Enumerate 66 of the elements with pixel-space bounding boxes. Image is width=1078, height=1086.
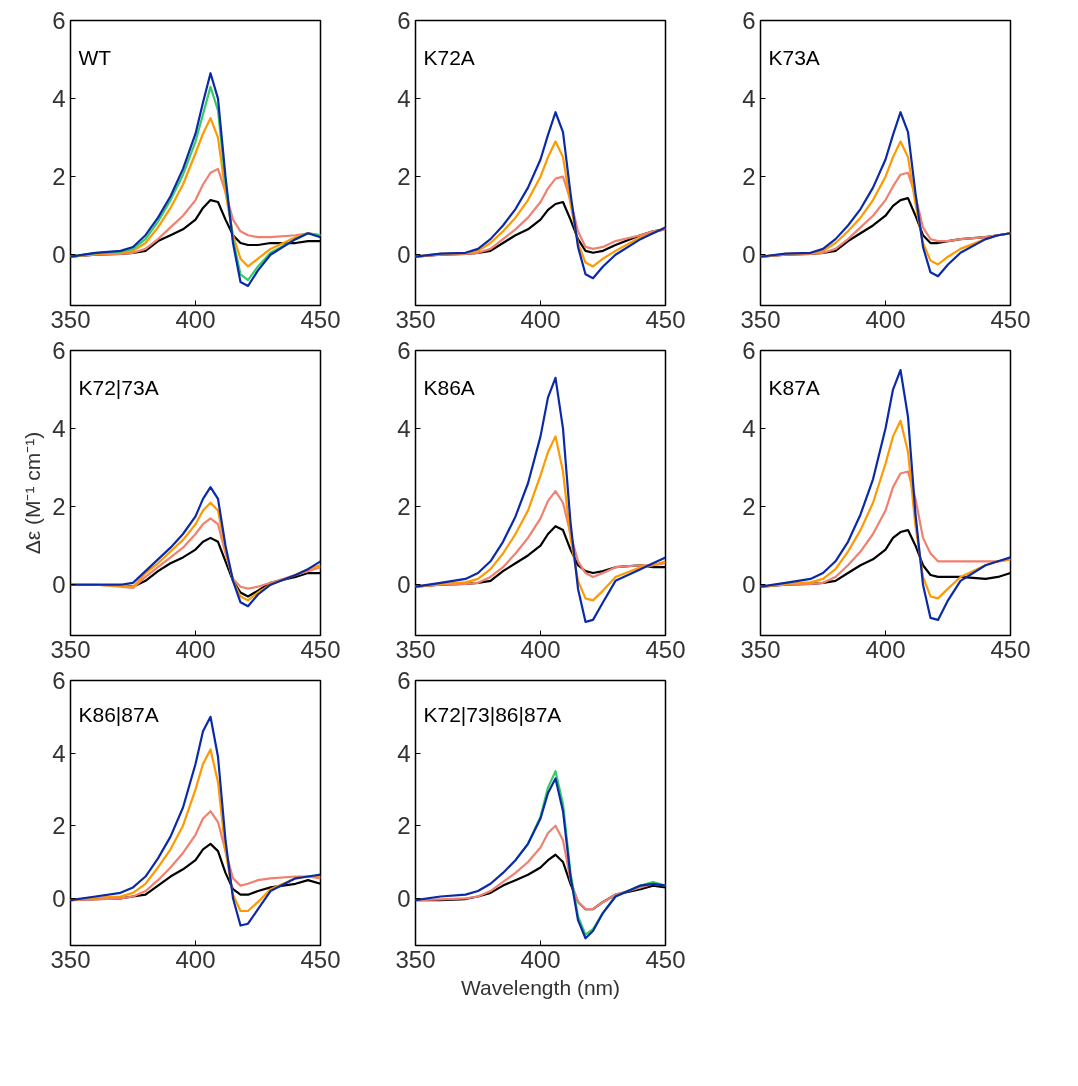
- y-tick-label: 4: [52, 739, 66, 767]
- y-tick-label: 2: [52, 163, 66, 191]
- y-tick-label: 6: [742, 337, 756, 364]
- x-tick-label: 400: [520, 945, 561, 973]
- y-tick-label: 2: [742, 163, 756, 191]
- x-tick-label: 400: [175, 635, 216, 663]
- y-tick-label: 4: [52, 415, 66, 443]
- annotation: K86A: [423, 375, 475, 399]
- x-tick-label: 400: [865, 305, 906, 333]
- y-tick-label: 6: [52, 667, 66, 694]
- y-tick-label: 2: [397, 163, 411, 191]
- y-tick-label: 0: [52, 571, 66, 599]
- y-tick-label: 4: [397, 739, 411, 767]
- y-tick-label: 0: [52, 241, 66, 269]
- x-tick-label: 450: [990, 305, 1031, 333]
- x-tick-label: 350: [395, 945, 436, 973]
- y-tick-label: 2: [52, 812, 66, 840]
- y-tick-label: 0: [397, 241, 411, 269]
- x-tick-label: 350: [740, 635, 781, 663]
- x-tick-label: 400: [520, 635, 561, 663]
- y-tick-label: 0: [397, 884, 411, 912]
- annotation: K73A: [768, 45, 820, 69]
- x-tick-label: 350: [50, 945, 91, 973]
- annotation: K86|87A: [78, 702, 159, 726]
- x-tick-label: 450: [645, 635, 686, 663]
- x-tick-label: 450: [300, 635, 341, 663]
- y-tick-label: 2: [397, 493, 411, 521]
- annotation: K72A: [423, 45, 475, 69]
- x-tick-label: 400: [175, 945, 216, 973]
- y-tick-label: 6: [397, 7, 411, 34]
- y-tick-label: 0: [397, 571, 411, 599]
- y-tick-label: 6: [52, 7, 66, 34]
- annotation: WT: [78, 45, 112, 69]
- y-tick-label: 2: [52, 493, 66, 521]
- y-tick-label: 4: [52, 85, 66, 113]
- y-tick-label: 2: [397, 812, 411, 840]
- y-tick-label: 6: [742, 7, 756, 34]
- annotation: K72|73A: [78, 375, 159, 399]
- x-tick-label: 350: [395, 305, 436, 333]
- x-tick-label: 450: [645, 305, 686, 333]
- x-tick-label: 400: [175, 305, 216, 333]
- x-tick-label: 450: [990, 635, 1031, 663]
- y-tick-label: 4: [397, 85, 411, 113]
- annotation: K87A: [768, 375, 820, 399]
- x-tick-label: 450: [300, 945, 341, 973]
- y-tick-label: 0: [742, 571, 756, 599]
- x-tick-label: 350: [395, 635, 436, 663]
- x-tick-label: 450: [300, 305, 341, 333]
- x-tick-label: 350: [50, 305, 91, 333]
- y-tick-label: 6: [397, 337, 411, 364]
- y-tick-label: 4: [397, 415, 411, 443]
- y-tick-label: 6: [52, 337, 66, 364]
- y-tick-label: 0: [52, 884, 66, 912]
- x-axis-title: Wavelength (nm): [460, 975, 621, 999]
- y-tick-label: 6: [397, 667, 411, 694]
- x-tick-label: 400: [520, 305, 561, 333]
- y-tick-label: 0: [742, 241, 756, 269]
- y-axis-title: Δε (M⁻¹ cm⁻¹): [21, 431, 45, 555]
- y-tick-label: 2: [742, 493, 756, 521]
- y-tick-label: 4: [742, 85, 756, 113]
- x-tick-label: 400: [865, 635, 906, 663]
- annotation: K72|73|86|87A: [423, 702, 562, 726]
- x-tick-label: 450: [645, 945, 686, 973]
- y-tick-label: 4: [742, 415, 756, 443]
- x-tick-label: 350: [50, 635, 91, 663]
- x-tick-label: 350: [740, 305, 781, 333]
